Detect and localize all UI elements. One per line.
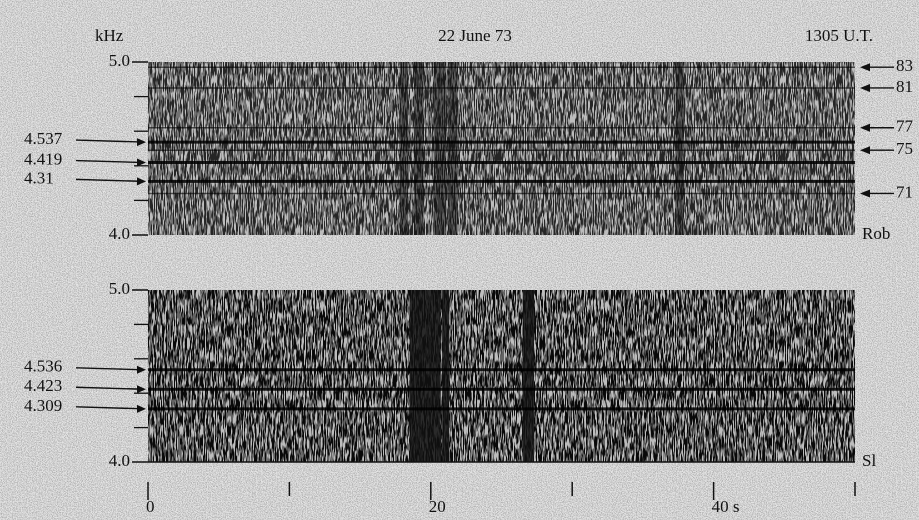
burst bbox=[675, 62, 684, 235]
arrowhead bbox=[137, 138, 146, 147]
burst bbox=[409, 290, 441, 462]
arrow bbox=[75, 178, 145, 183]
burst bbox=[522, 290, 535, 462]
y-tick-label: 5.0 bbox=[109, 279, 130, 298]
x-tick-label: 0 bbox=[146, 497, 155, 516]
arrow bbox=[75, 386, 145, 390]
line-label: 4.31 bbox=[24, 168, 54, 187]
date: 22 June 73 bbox=[438, 26, 512, 45]
spectrogram-texture bbox=[148, 62, 855, 235]
arrow bbox=[75, 139, 145, 143]
harmonic-label: 71 bbox=[896, 182, 913, 201]
unit-label: kHz bbox=[95, 26, 124, 45]
harmonic-label: 83 bbox=[896, 56, 913, 75]
x-tick-label: 40 s bbox=[712, 497, 740, 516]
station-label: Rob bbox=[862, 224, 890, 243]
arrowhead bbox=[137, 177, 146, 186]
burst bbox=[413, 62, 424, 235]
harmonic-label: 75 bbox=[896, 139, 913, 158]
arrowhead bbox=[137, 365, 146, 374]
burst bbox=[433, 62, 447, 235]
burst bbox=[399, 62, 409, 235]
arrowhead bbox=[860, 123, 870, 132]
x-tick-label: 20 bbox=[429, 497, 446, 516]
time: 1305 U.T. bbox=[805, 26, 873, 45]
harmonic-label: 77 bbox=[896, 117, 914, 136]
line-label: 4.309 bbox=[24, 396, 62, 415]
arrow bbox=[75, 406, 145, 410]
line-label: 4.423 bbox=[24, 376, 62, 395]
arrowhead bbox=[860, 83, 870, 92]
station-label: Sl bbox=[862, 451, 876, 470]
burst bbox=[442, 290, 450, 462]
spectrogram-texture bbox=[148, 290, 855, 462]
arrowhead bbox=[137, 385, 146, 394]
burst bbox=[447, 62, 458, 235]
y-tick-label: 4.0 bbox=[109, 451, 130, 470]
y-tick-label: 4.0 bbox=[109, 224, 130, 243]
arrowhead bbox=[137, 404, 146, 413]
line-label: 4.536 bbox=[24, 357, 62, 376]
y-tick-label: 5.0 bbox=[109, 51, 130, 70]
arrowhead bbox=[137, 158, 146, 167]
arrowhead bbox=[860, 63, 870, 72]
arrowhead bbox=[860, 189, 870, 198]
line-label: 4.537 bbox=[24, 129, 63, 148]
arrowhead bbox=[860, 146, 870, 155]
arrow bbox=[75, 159, 145, 164]
harmonic-label: 81 bbox=[896, 77, 913, 96]
line-label: 4.419 bbox=[24, 149, 62, 168]
arrow bbox=[75, 367, 145, 371]
